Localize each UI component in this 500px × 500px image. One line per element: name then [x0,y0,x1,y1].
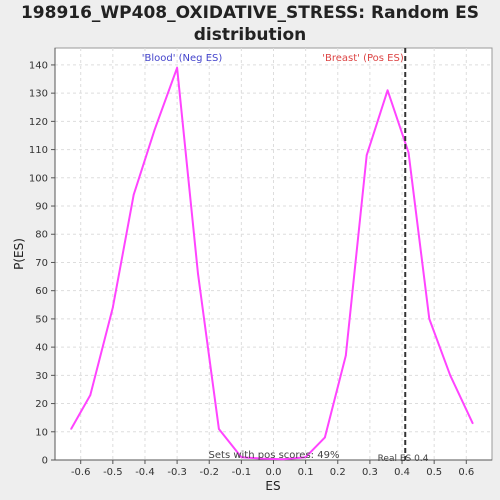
y-tick-label: 20 [35,399,48,410]
x-tick-label: -0.6 [71,467,91,478]
y-ticks: 0 10 20 30 40 50 60 70 80 90 100 110 120 130 140 [29,60,55,467]
y-tick-label: 130 [29,89,48,100]
y-tick-label: 30 [35,371,48,382]
pos-label: 'Breast' (Pos ES) [322,53,404,64]
data-point [365,154,368,157]
x-tick-label: 0.4 [394,467,410,478]
x-tick-label: -0.5 [103,467,123,478]
data-point [89,394,92,396]
x-tick-label: 0.2 [330,467,346,478]
series-line [70,66,474,461]
x-axis-label: ES [265,479,280,493]
data-point [344,354,347,357]
y-tick-label: 140 [29,60,48,71]
series-group [70,66,474,461]
x-tick-label: -0.1 [232,467,252,478]
y-tick-label: 10 [35,427,48,438]
x-tick-label: 0.5 [426,467,442,478]
y-tick-label: 40 [35,343,48,354]
y-tick-label: 70 [35,258,48,269]
data-point [218,428,220,430]
y-tick-label: 90 [35,202,48,213]
chart-title-line2: distribution [193,25,307,45]
y-tick-label: 120 [29,117,48,128]
y-tick-label: 50 [35,314,48,325]
data-point [407,151,410,154]
x-tick-label: -0.4 [135,467,155,478]
grid [55,48,492,461]
chart-title: 198916_WP408_OXIDATIVE_STRESS: Random ES… [0,2,500,46]
x-tick-label: 0.1 [298,467,314,478]
data-point [153,129,156,131]
data-point [282,458,284,460]
data-point [428,318,431,320]
y-tick-label: 60 [35,286,48,297]
data-point [70,428,72,430]
y-tick-label: 80 [35,230,48,241]
data-point [240,456,243,458]
neg-label: 'Blood' (Neg ES) [142,53,223,64]
data-point [176,66,178,69]
data-point [261,457,264,460]
chart-title-line1: 198916_WP408_OXIDATIVE_STRESS: Random ES [20,3,480,23]
y-tick-label: 100 [29,173,48,184]
x-tick-label: 0.0 [266,467,282,478]
y-axis-label: P(ES) [12,238,26,270]
data-point [132,193,135,196]
data-point [304,456,307,458]
x-tick-label: -0.3 [167,467,187,478]
data-point [449,374,452,377]
data-point [112,306,114,309]
x-ticks: -0.6 -0.5 -0.4 -0.3 -0.2 -0.1 0.0 0.1 0.2 0.3 0.4 0… [71,460,474,478]
x-tick-label: 0.6 [458,467,474,478]
data-point [324,436,326,439]
data-point [471,422,474,425]
real-es-label: Real ES 0.4 [378,454,429,464]
y-tick-label: 0 [42,456,48,467]
data-point [197,272,199,275]
data-point [386,89,389,92]
y-tick-label: 110 [29,145,48,156]
x-tick-label: -0.2 [199,467,219,478]
x-tick-label: 0.3 [362,467,378,478]
sets-pos-scores-label: Sets with pos scores: 49% [209,450,340,461]
